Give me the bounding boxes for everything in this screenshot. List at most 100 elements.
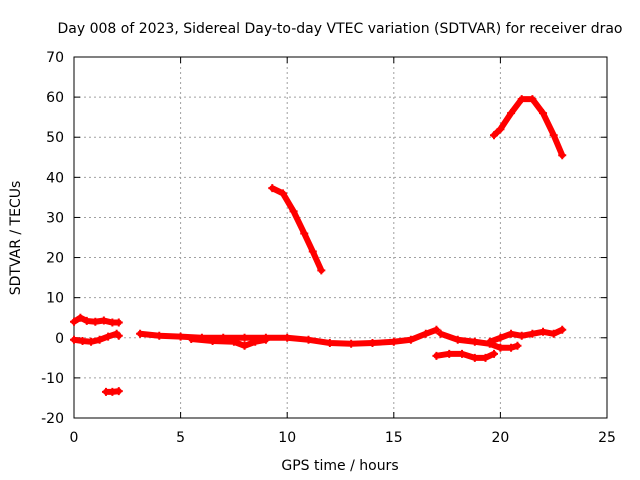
data-point bbox=[481, 353, 490, 362]
data-point bbox=[240, 341, 249, 350]
data-point bbox=[240, 333, 249, 342]
data-point bbox=[432, 351, 441, 360]
data-point bbox=[528, 329, 537, 338]
data-point bbox=[470, 353, 479, 362]
data-point bbox=[325, 338, 334, 347]
data-point bbox=[368, 338, 377, 347]
data-point bbox=[136, 329, 145, 338]
data-point bbox=[114, 331, 123, 340]
x-tick-label: 15 bbox=[385, 430, 403, 446]
chart-title: Day 008 of 2023, Sidereal Day-to-day VTE… bbox=[57, 21, 622, 37]
data-point bbox=[87, 337, 96, 346]
x-axis-label: GPS time / hours bbox=[281, 458, 398, 474]
data-point bbox=[187, 334, 196, 343]
data-point bbox=[283, 333, 292, 342]
data-point bbox=[289, 207, 298, 216]
data-point bbox=[513, 341, 522, 350]
data-point bbox=[176, 332, 185, 341]
data-point bbox=[308, 247, 317, 256]
data-point bbox=[91, 317, 100, 326]
data-point bbox=[406, 335, 415, 344]
data-point bbox=[490, 131, 499, 140]
data-point bbox=[300, 229, 309, 238]
data-series bbox=[70, 95, 567, 396]
series-arc-2 bbox=[70, 329, 123, 346]
data-point bbox=[507, 343, 516, 352]
grid-lines bbox=[74, 57, 607, 418]
data-point bbox=[470, 337, 479, 346]
series-arc-5 bbox=[187, 334, 270, 350]
series-band bbox=[491, 96, 566, 159]
data-point bbox=[558, 325, 567, 334]
series-arc-6 bbox=[268, 184, 326, 275]
data-point bbox=[251, 337, 260, 346]
data-point bbox=[539, 109, 548, 118]
x-tick-label: 0 bbox=[70, 430, 79, 446]
data-point bbox=[104, 332, 113, 341]
data-point bbox=[432, 325, 441, 334]
data-point bbox=[347, 339, 356, 348]
series-arc-7 bbox=[432, 349, 499, 362]
data-point bbox=[496, 333, 505, 342]
y-tick-label: 0 bbox=[55, 331, 64, 347]
data-point bbox=[317, 266, 326, 275]
data-point bbox=[445, 349, 454, 358]
data-point bbox=[70, 335, 78, 344]
y-tick-label: 10 bbox=[46, 291, 64, 307]
plot-frame bbox=[73, 56, 608, 419]
series-arc-10 bbox=[490, 95, 567, 160]
y-tick-label: 50 bbox=[46, 130, 64, 146]
data-point bbox=[389, 337, 398, 346]
data-point bbox=[549, 329, 558, 338]
data-point bbox=[155, 331, 164, 340]
x-tick-label: 5 bbox=[176, 430, 185, 446]
data-point bbox=[507, 109, 516, 118]
data-point bbox=[496, 343, 505, 352]
x-tick-label: 10 bbox=[278, 430, 296, 446]
series-arc-4 bbox=[136, 325, 441, 348]
data-point bbox=[485, 337, 494, 346]
data-point bbox=[278, 189, 287, 198]
data-point bbox=[95, 335, 104, 344]
data-point bbox=[549, 131, 558, 140]
data-point bbox=[558, 151, 567, 160]
data-point bbox=[436, 329, 445, 338]
data-point bbox=[229, 337, 238, 346]
data-point bbox=[82, 316, 91, 325]
y-tick-label: 70 bbox=[46, 50, 64, 66]
data-point bbox=[517, 331, 526, 340]
data-point bbox=[78, 336, 87, 345]
data-point bbox=[70, 317, 78, 326]
x-tick-label: 20 bbox=[491, 430, 509, 446]
data-point bbox=[458, 349, 467, 358]
series-band bbox=[269, 185, 325, 274]
data-point bbox=[539, 327, 548, 336]
data-point bbox=[528, 95, 537, 104]
data-point bbox=[114, 387, 123, 396]
series-arc-9 bbox=[485, 325, 567, 346]
x-tick-label: 25 bbox=[598, 430, 616, 446]
y-tick-label: 30 bbox=[46, 210, 64, 226]
y-tick-label: -20 bbox=[41, 411, 64, 427]
y-tick-label: -10 bbox=[41, 371, 64, 387]
data-point bbox=[99, 316, 108, 325]
data-point bbox=[114, 318, 123, 327]
data-point bbox=[517, 95, 526, 104]
y-tick-label: 20 bbox=[46, 251, 64, 267]
data-point bbox=[268, 184, 277, 193]
y-axis-label: SDTVAR / TECUs bbox=[8, 181, 24, 296]
data-point bbox=[507, 329, 516, 338]
series-arc-3 bbox=[101, 387, 123, 396]
y-tick-label: 40 bbox=[46, 170, 64, 186]
data-point bbox=[208, 336, 217, 345]
data-point bbox=[76, 313, 85, 322]
data-point bbox=[304, 335, 313, 344]
data-point bbox=[490, 349, 499, 358]
axis-ticks: 0 5 10 15 20 25 -20 -10 0 10 20 30 40 50 60 70 bbox=[41, 50, 616, 446]
y-tick-label: 60 bbox=[46, 90, 64, 106]
data-point bbox=[453, 335, 462, 344]
series-arc-1 bbox=[70, 313, 123, 327]
data-point bbox=[261, 335, 270, 344]
data-point bbox=[496, 125, 505, 134]
